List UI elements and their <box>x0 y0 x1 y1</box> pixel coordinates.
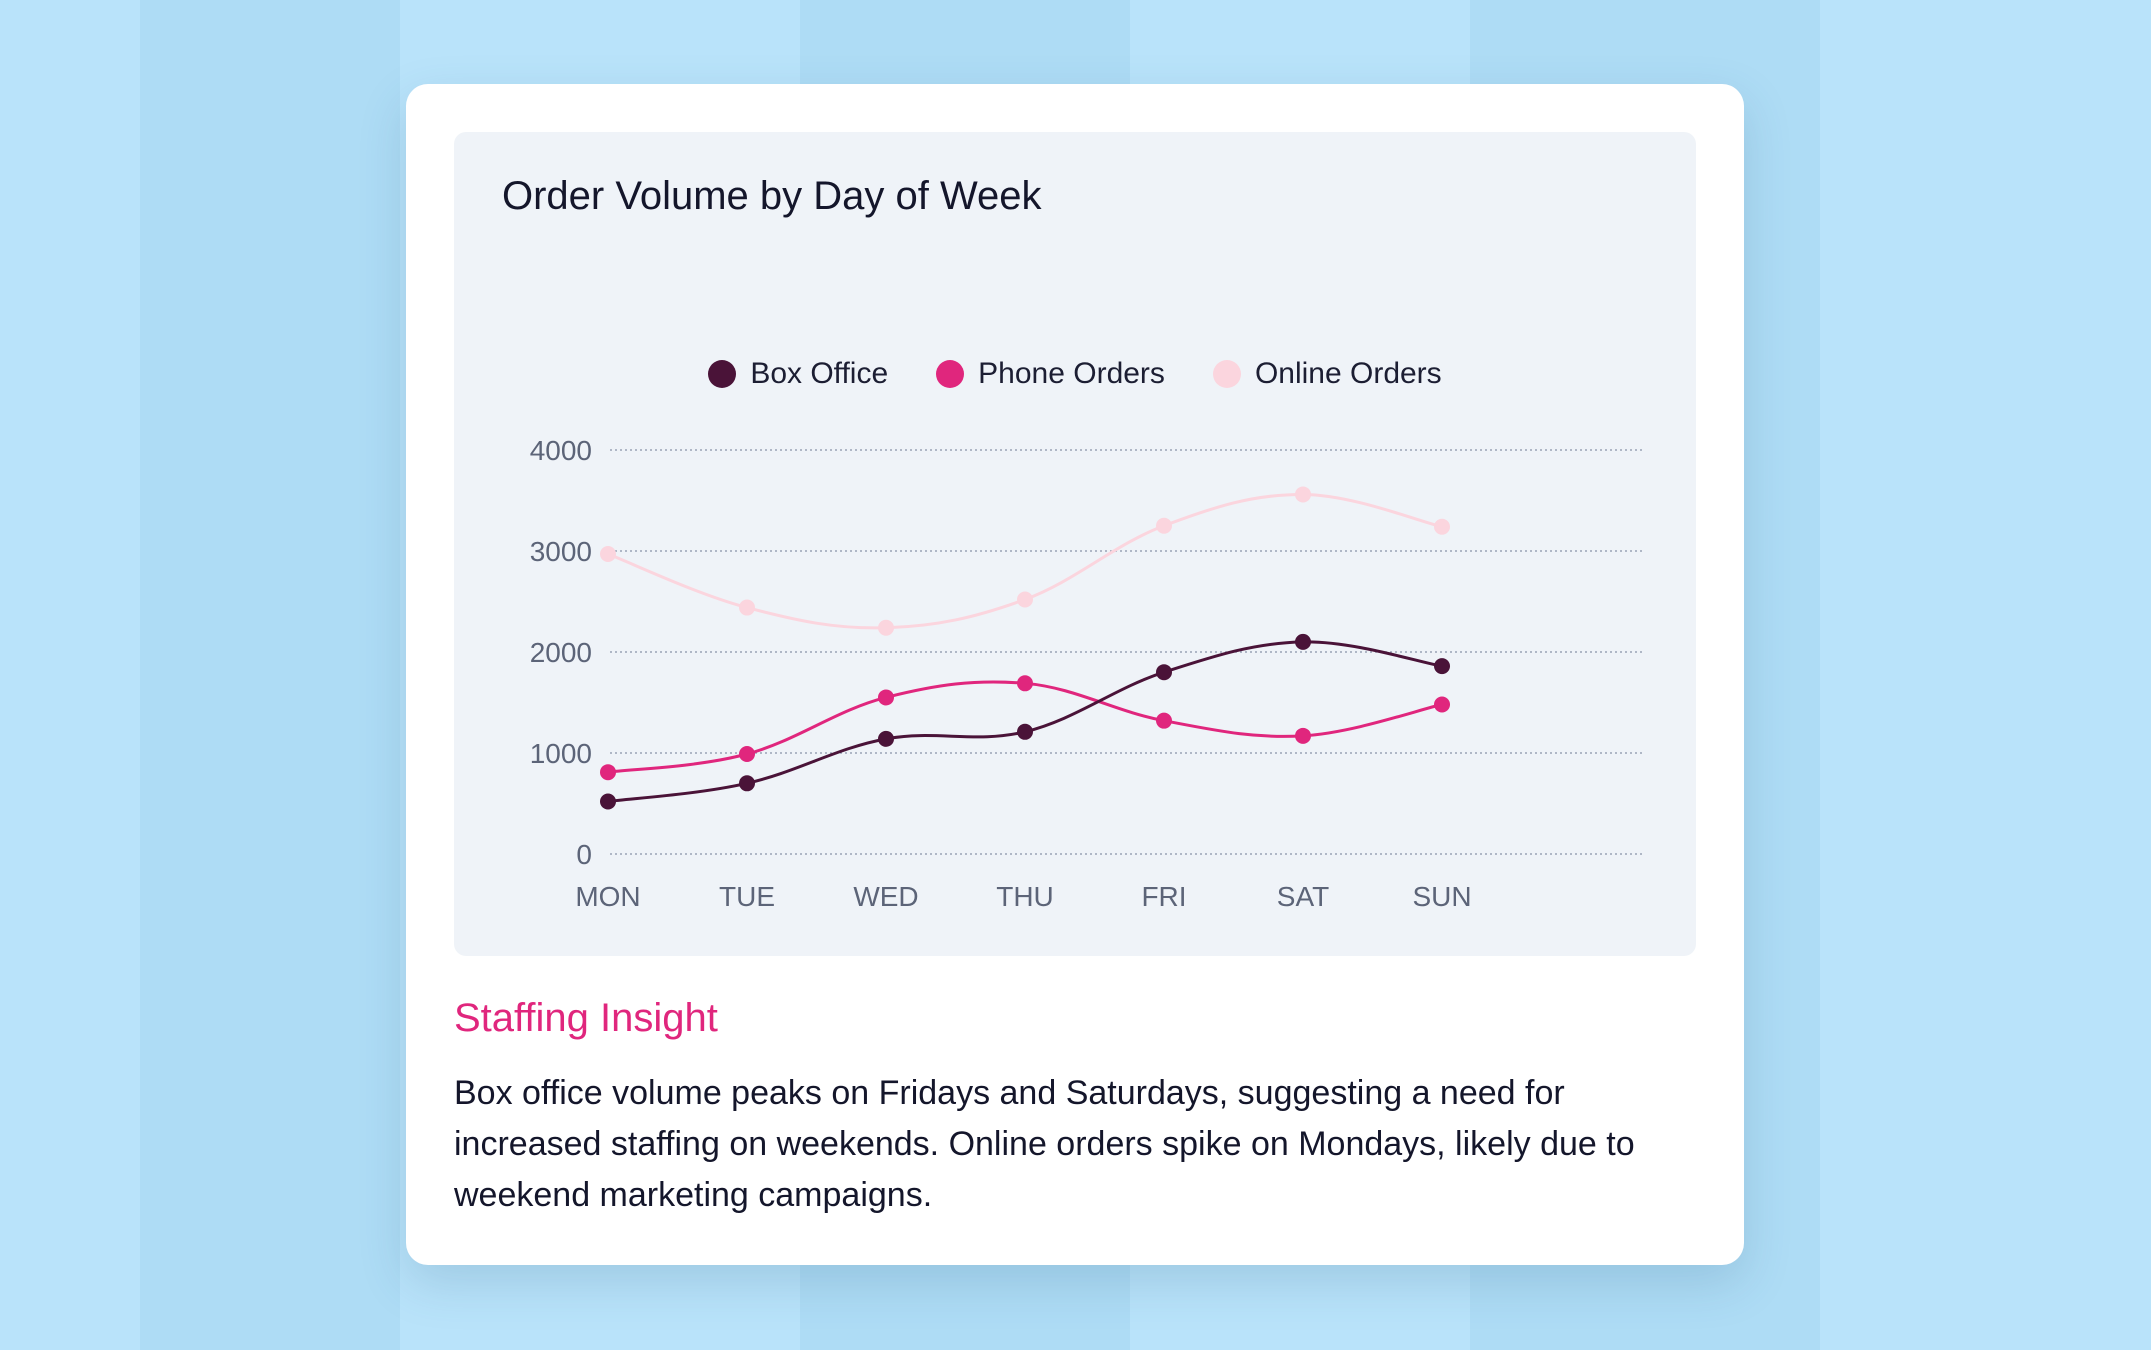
data-point-online-orders <box>739 599 755 616</box>
data-point-box-office <box>600 793 616 810</box>
x-tick-label: THU <box>996 881 1054 912</box>
x-tick-label: SUN <box>1412 881 1471 912</box>
data-point-phone-orders <box>739 746 755 763</box>
x-tick-label: TUE <box>719 881 775 912</box>
data-point-box-office <box>878 730 894 747</box>
legend-swatch-online-orders <box>1212 360 1241 388</box>
data-point-online-orders <box>1434 518 1450 535</box>
data-point-box-office <box>1156 664 1172 681</box>
legend-item-online-orders[interactable]: Online Orders <box>1212 354 1442 394</box>
legend-label: Phone Orders <box>978 357 1165 390</box>
data-point-online-orders <box>878 619 894 636</box>
data-point-phone-orders <box>1295 727 1311 744</box>
background-band <box>140 0 400 1350</box>
x-tick-label: WED <box>853 881 918 912</box>
legend-swatch-box-office <box>708 360 737 388</box>
data-point-phone-orders <box>1017 675 1033 692</box>
legend-swatch-phone-orders <box>936 360 965 388</box>
data-point-phone-orders <box>600 764 616 781</box>
insight-title: Staffing Insight <box>454 996 718 1040</box>
data-point-phone-orders <box>878 689 894 706</box>
legend-item-box-office[interactable]: Box Office <box>708 354 888 394</box>
data-point-box-office <box>1434 658 1450 675</box>
data-point-online-orders <box>600 546 616 563</box>
data-point-online-orders <box>1295 486 1311 503</box>
y-tick-label: 0 <box>576 839 592 870</box>
insight-body: Box office volume peaks on Fridays and S… <box>454 1074 1635 1214</box>
data-point-box-office <box>1017 723 1033 740</box>
data-point-online-orders <box>1017 591 1033 608</box>
data-point-phone-orders <box>1434 696 1450 713</box>
data-point-phone-orders <box>1156 712 1172 729</box>
line-chart: 0 1000 2000 3000 4000 MON TUE WED THU FRI SAT SUN <box>530 435 1644 912</box>
data-point-online-orders <box>1156 517 1172 534</box>
series-line-box-office <box>607 640 1443 803</box>
y-tick-label: 2000 <box>530 637 592 668</box>
legend-label: Online Orders <box>1254 357 1442 390</box>
series-line-online-orders <box>607 492 1443 630</box>
y-tick-label: 4000 <box>530 435 592 466</box>
data-point-box-office <box>739 775 755 792</box>
y-tick-label: 3000 <box>530 536 592 567</box>
x-tick-label: FRI <box>1141 881 1186 912</box>
x-tick-label: MON <box>575 881 640 912</box>
chart-title: Order Volume by Day of Week <box>502 174 1042 218</box>
chart-legend: Box Office Phone Orders Online Orders <box>454 354 1696 394</box>
y-tick-label: 1000 <box>530 738 592 769</box>
data-point-box-office <box>1295 633 1311 650</box>
legend-item-phone-orders[interactable]: Phone Orders <box>936 354 1165 394</box>
insight-card: Order Volume by Day of Week Box Office P… <box>406 84 1744 1265</box>
chart-panel: Order Volume by Day of Week Box Office P… <box>454 132 1696 956</box>
legend-label: Box Office <box>750 357 889 390</box>
x-tick-label: SAT <box>1277 881 1329 912</box>
